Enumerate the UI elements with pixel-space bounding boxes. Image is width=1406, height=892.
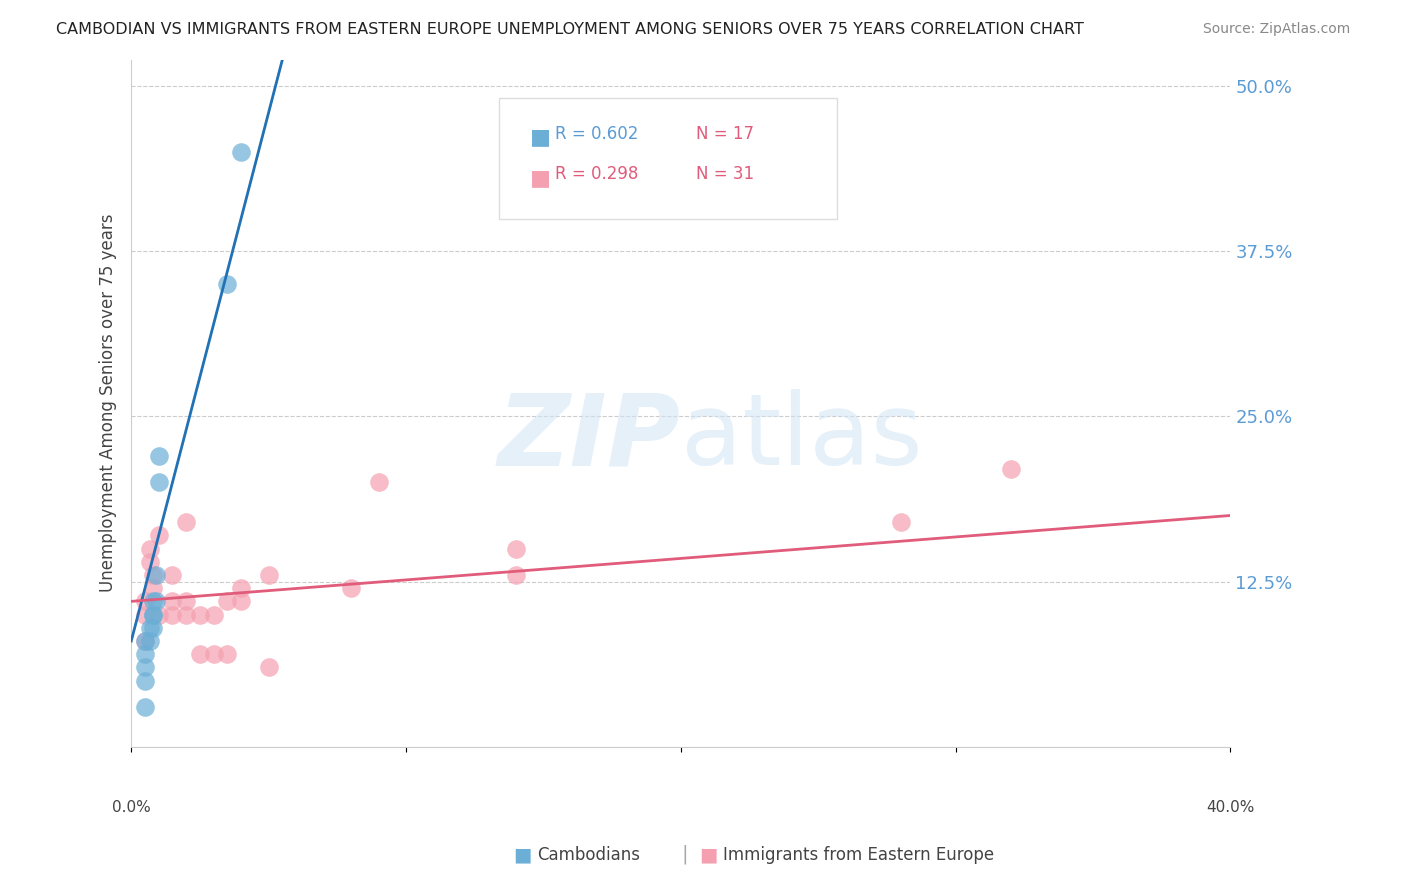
Point <box>134 660 156 674</box>
Point <box>340 581 363 595</box>
Point <box>505 568 527 582</box>
Point <box>148 475 170 490</box>
Point <box>174 594 197 608</box>
Y-axis label: Unemployment Among Seniors over 75 years: Unemployment Among Seniors over 75 years <box>100 214 117 592</box>
Point <box>139 555 162 569</box>
Text: atlas: atlas <box>681 389 922 486</box>
Point <box>142 607 165 622</box>
Point <box>217 647 239 661</box>
Point <box>134 607 156 622</box>
Point <box>505 541 527 556</box>
Text: N = 31: N = 31 <box>696 165 754 183</box>
Point <box>257 660 280 674</box>
Text: ■: ■ <box>530 127 551 146</box>
Point <box>134 700 156 714</box>
Point <box>139 634 162 648</box>
Point <box>202 607 225 622</box>
Point <box>162 568 184 582</box>
Text: ■: ■ <box>513 845 531 864</box>
Point <box>139 621 162 635</box>
Text: R = 0.602: R = 0.602 <box>555 125 638 143</box>
Point <box>148 528 170 542</box>
Point <box>148 449 170 463</box>
Point <box>231 594 253 608</box>
Text: ■: ■ <box>699 845 717 864</box>
Text: N = 17: N = 17 <box>696 125 754 143</box>
Point <box>367 475 389 490</box>
Text: R = 0.298: R = 0.298 <box>555 165 638 183</box>
Point <box>134 594 156 608</box>
Text: |: | <box>682 845 688 864</box>
Point <box>188 647 211 661</box>
Text: Cambodians: Cambodians <box>537 846 640 863</box>
Point <box>142 594 165 608</box>
Point <box>145 594 167 608</box>
Text: 40.0%: 40.0% <box>1206 799 1254 814</box>
Point <box>188 607 211 622</box>
Point <box>162 594 184 608</box>
Point <box>217 594 239 608</box>
Text: Source: ZipAtlas.com: Source: ZipAtlas.com <box>1202 22 1350 37</box>
Point <box>142 607 165 622</box>
Point <box>890 515 912 529</box>
Text: 0.0%: 0.0% <box>112 799 150 814</box>
Point <box>134 634 156 648</box>
Point <box>1000 462 1022 476</box>
Text: ZIP: ZIP <box>498 389 681 486</box>
Point <box>162 607 184 622</box>
Point <box>142 581 165 595</box>
Point <box>217 277 239 292</box>
Point <box>174 515 197 529</box>
Text: ■: ■ <box>530 168 551 187</box>
Point <box>139 541 162 556</box>
Point <box>202 647 225 661</box>
Point <box>231 145 253 160</box>
Point <box>257 568 280 582</box>
Point <box>134 673 156 688</box>
Point <box>231 581 253 595</box>
Point <box>148 607 170 622</box>
Text: CAMBODIAN VS IMMIGRANTS FROM EASTERN EUROPE UNEMPLOYMENT AMONG SENIORS OVER 75 Y: CAMBODIAN VS IMMIGRANTS FROM EASTERN EUR… <box>56 22 1084 37</box>
Point <box>174 607 197 622</box>
Point <box>134 634 156 648</box>
Point <box>134 647 156 661</box>
Text: Immigrants from Eastern Europe: Immigrants from Eastern Europe <box>723 846 994 863</box>
Point <box>145 568 167 582</box>
Point <box>142 621 165 635</box>
Point <box>142 568 165 582</box>
